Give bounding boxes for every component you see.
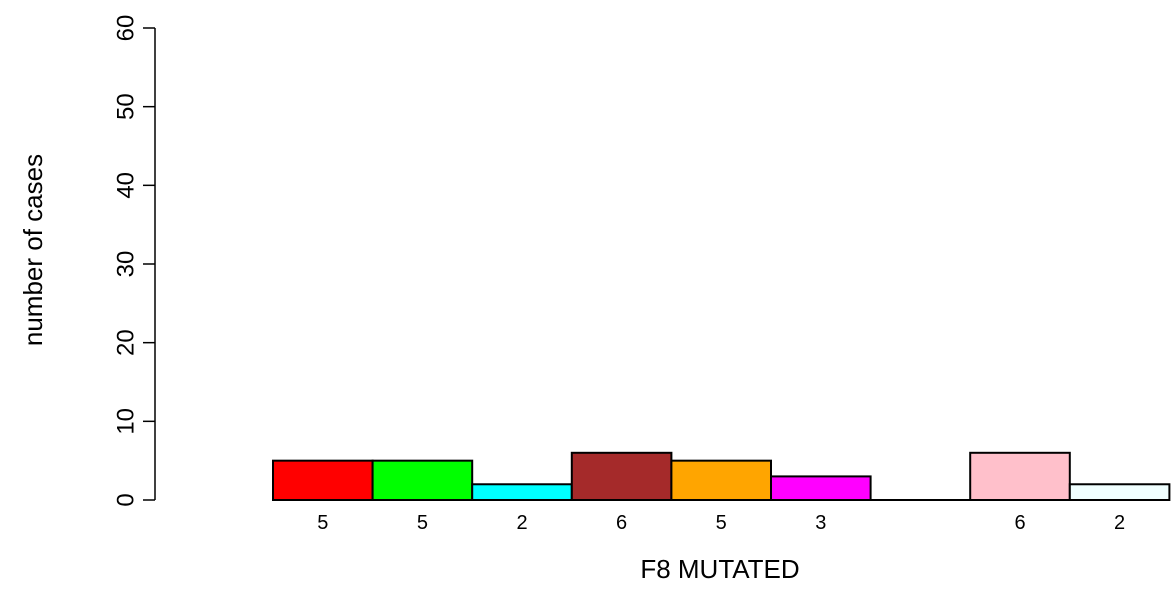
- y-tick-label: 0: [112, 493, 139, 506]
- y-tick-label: 30: [112, 251, 139, 278]
- x-axis-title: F8 MUTATED: [640, 554, 799, 584]
- bar-value-label: 6: [616, 512, 627, 534]
- y-tick-label: 10: [112, 408, 139, 435]
- y-axis: 0 10 20 30 40 50 60: [112, 15, 156, 507]
- bar-value-label: 3: [815, 512, 826, 534]
- bar: [969, 451, 1071, 501]
- bars: [272, 451, 1171, 501]
- bar-value-label: 6: [1014, 512, 1025, 534]
- bar-labels: 5 5 2 6 5 3 6 2: [317, 512, 1125, 534]
- bar-value-label: 5: [716, 512, 727, 534]
- bar: [770, 475, 872, 501]
- bar: [1068, 483, 1171, 501]
- bar: [670, 459, 773, 501]
- bar: [471, 483, 573, 501]
- bar-value-label: 5: [417, 512, 428, 534]
- bar: [570, 451, 673, 501]
- y-tick-label: 20: [112, 329, 139, 356]
- y-axis-title: number of cases: [18, 154, 48, 346]
- y-tick-label: 40: [112, 172, 139, 199]
- bar: [272, 459, 374, 501]
- bar-value-label: 2: [1114, 512, 1125, 534]
- bar-value-label: 2: [516, 512, 527, 534]
- y-tick-label: 50: [112, 93, 139, 120]
- bar-value-label: 5: [317, 512, 328, 534]
- y-tick-label: 60: [112, 15, 139, 42]
- bar: [371, 459, 474, 501]
